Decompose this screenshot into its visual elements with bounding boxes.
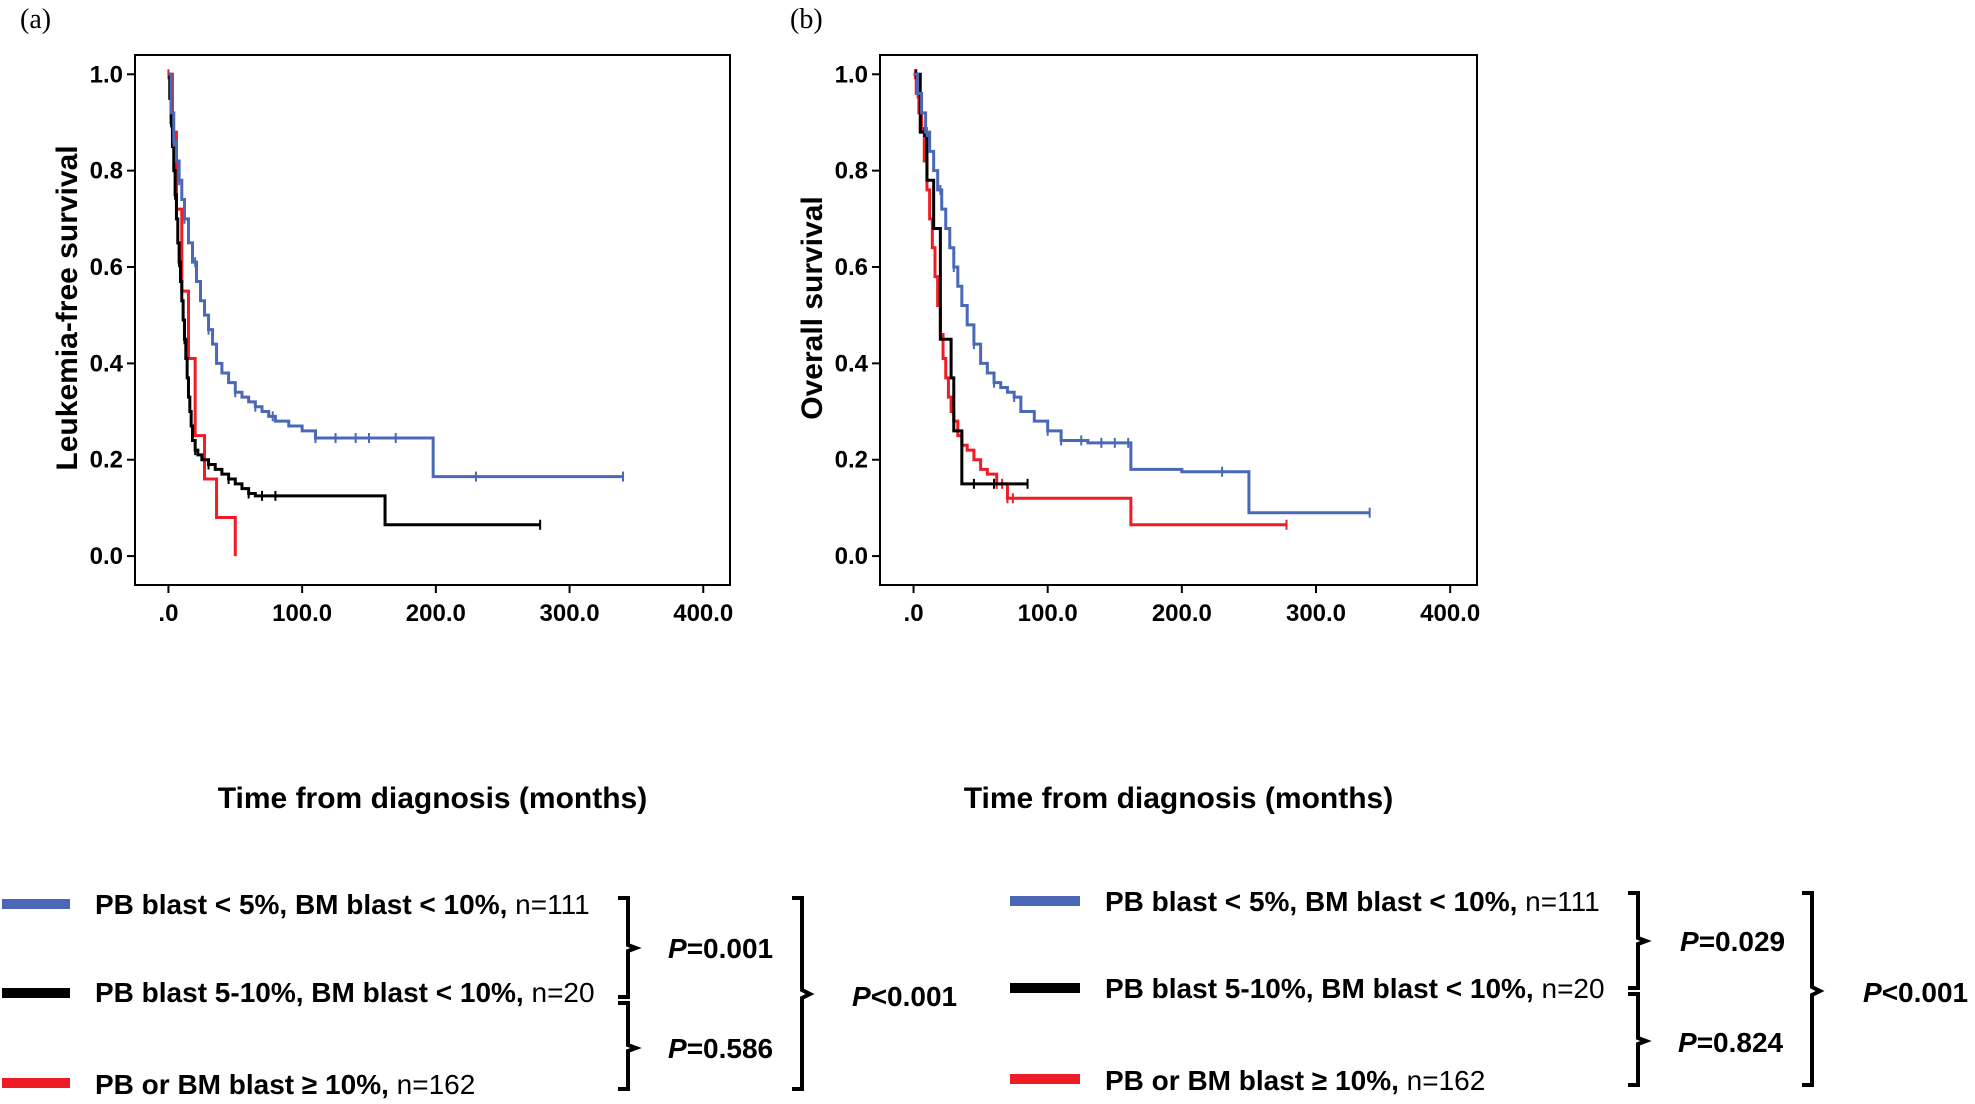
panel-b-xlabel: Time from diagnosis (months) (964, 782, 1393, 815)
panel-b-xtick-label: .0 (904, 600, 924, 627)
panel-b-ytick-label: 0.8 (835, 158, 868, 185)
panel-a-ytick-label: 0.0 (90, 543, 123, 570)
legend-a-label-3: PB or BM blast ≥ 10%, n=162 (95, 1069, 475, 1100)
panel-a-ytick-label: 0.2 (90, 447, 123, 474)
legend-b-brace-23 (1628, 992, 1652, 1087)
panel-a-series-black (168, 72, 541, 527)
panel-b-frame (879, 54, 1478, 586)
panel-a-xtick-label: .0 (158, 600, 178, 627)
panel-a-ytick-label: 1.0 (90, 61, 123, 88)
legend-b-label-2: PB blast 5-10%, BM blast < 10%, n=20 (1105, 973, 1605, 1004)
panel-b-xtick-label: 100.0 (1018, 600, 1078, 627)
legend-b: PB blast < 5%, BM blast < 10%, n=111 PB … (1010, 886, 1968, 1096)
panel-b-xtick-label: 200.0 (1152, 600, 1212, 627)
panel-b-label: (b) (790, 4, 823, 35)
legend-b-p23: P=0.824 (1678, 1027, 1784, 1058)
legend-b-label-3: PB or BM blast ≥ 10%, n=162 (1105, 1065, 1485, 1096)
legend-a: PB blast < 5%, BM blast < 10%, n=111 PB … (2, 889, 957, 1100)
panel-b: (b) 0.0 0.2 0.4 0.6 0.8 1.0 .0 100.0 200.0 300.0 40… (790, 4, 1480, 815)
panel-a-ytick-label: 0.6 (90, 254, 123, 281)
panel-b-ytick-label: 0.0 (835, 543, 868, 570)
panel-a-series-blue (168, 72, 624, 479)
legend-a-p12: P=0.001 (668, 933, 773, 964)
panel-a-xtick-label: 400.0 (673, 600, 733, 627)
panel-a-series-red (168, 72, 237, 557)
panel-a-xlabel: Time from diagnosis (months) (218, 782, 647, 815)
legend-b-brace-12 (1628, 891, 1652, 990)
legend-b-p-all: P<0.001 (1863, 977, 1968, 1008)
panel-a-frame (134, 54, 731, 586)
legend-a-brace-all (792, 896, 815, 1091)
legend-a-p23: P=0.586 (668, 1033, 773, 1064)
legend-a-brace-12 (618, 896, 642, 999)
panel-b-ytick-label: 0.6 (835, 254, 868, 281)
legend-a-label-1: PB blast < 5%, BM blast < 10%, n=111 (95, 889, 590, 920)
legend-a-p-all: P<0.001 (852, 981, 957, 1012)
legend-b-p12: P=0.029 (1680, 926, 1785, 957)
panel-b-ytick-label: 1.0 (835, 61, 868, 88)
legend-b-brace-all (1802, 891, 1825, 1087)
panel-b-ylabel: Overall survival (796, 196, 829, 419)
panel-b-ytick-label: 0.4 (835, 350, 869, 377)
panel-b-series-blue (913, 72, 1370, 515)
panel-a-ytick-label: 0.8 (90, 158, 123, 185)
panel-b-xtick-label: 400.0 (1420, 600, 1480, 627)
legend-b-label-1: PB blast < 5%, BM blast < 10%, n=111 (1105, 886, 1600, 917)
panel-a-xtick-label: 200.0 (406, 600, 466, 627)
panel-a-ylabel: Leukemia-free survival (51, 145, 84, 470)
panel-a: (a) 0.0 0.2 0.4 0.6 0.8 1.0 .0 100.0 200.0 300.0 40… (20, 4, 733, 815)
panel-a-xtick-label: 300.0 (540, 600, 600, 627)
legend-a-label-2: PB blast 5-10%, BM blast < 10%, n=20 (95, 977, 595, 1008)
panel-a-label: (a) (20, 4, 51, 35)
panel-b-series-red (913, 72, 1287, 527)
panel-a-ytick-label: 0.4 (90, 350, 124, 377)
panel-b-xtick-label: 300.0 (1286, 600, 1346, 627)
panel-a-xtick-label: 100.0 (272, 600, 332, 627)
legend-a-brace-23 (618, 1001, 642, 1091)
panel-b-ytick-label: 0.2 (835, 447, 868, 474)
